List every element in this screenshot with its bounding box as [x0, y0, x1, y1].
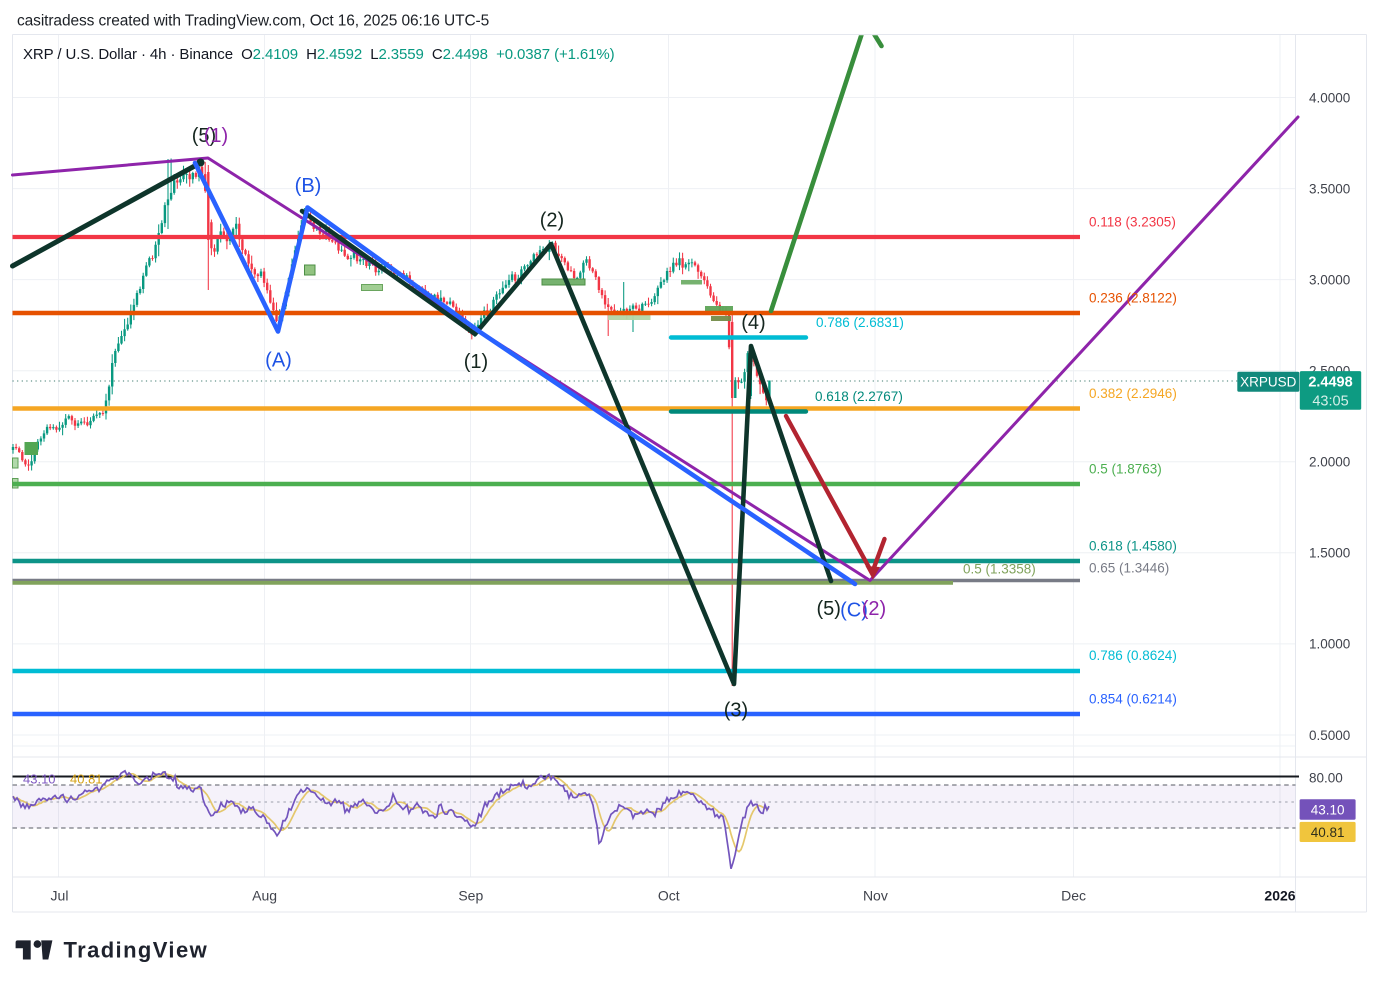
svg-text:0.382 (2.2946): 0.382 (2.2946) [1089, 386, 1177, 401]
svg-text:0.786 (2.6831): 0.786 (2.6831) [816, 315, 904, 330]
svg-text:0.618 (1.4580): 0.618 (1.4580) [1089, 538, 1177, 553]
svg-text:Nov: Nov [863, 888, 888, 904]
svg-text:0.118 (3.2305): 0.118 (3.2305) [1089, 214, 1176, 229]
svg-text:XRPUSD: XRPUSD [1240, 375, 1297, 390]
svg-text:Dec: Dec [1061, 888, 1086, 904]
svg-text:(4): (4) [741, 312, 765, 334]
svg-text:0.5 (1.8763): 0.5 (1.8763) [1089, 461, 1162, 476]
svg-text:Sep: Sep [458, 888, 483, 904]
svg-text:0.854 (0.6214): 0.854 (0.6214) [1089, 691, 1177, 706]
svg-text:0.786 (0.8624): 0.786 (0.8624) [1089, 648, 1177, 663]
svg-text:40.81: 40.81 [1311, 825, 1345, 840]
svg-text:(5): (5) [816, 598, 840, 620]
svg-text:0.618 (2.2767): 0.618 (2.2767) [815, 389, 903, 404]
svg-text:(C): (C) [840, 600, 868, 622]
svg-text:(B): (B) [295, 175, 322, 197]
svg-text:(5): (5) [192, 125, 216, 147]
svg-text:0.65 (1.3446): 0.65 (1.3446) [1089, 560, 1169, 575]
svg-text:43:05: 43:05 [1312, 394, 1348, 410]
svg-text:(3): (3) [724, 700, 748, 722]
svg-text:Aug: Aug [252, 888, 277, 904]
svg-text:40.81: 40.81 [70, 772, 103, 787]
svg-text:Oct: Oct [658, 888, 680, 904]
svg-text:(2): (2) [862, 598, 886, 620]
svg-text:0.5000: 0.5000 [1309, 728, 1350, 743]
svg-text:2026: 2026 [1264, 888, 1295, 904]
svg-text:(A): (A) [265, 350, 292, 372]
svg-text:3.0000: 3.0000 [1309, 272, 1350, 287]
svg-text:TradingView: TradingView [64, 938, 209, 963]
svg-text:3.5000: 3.5000 [1309, 181, 1350, 196]
svg-text:43.10: 43.10 [1311, 802, 1345, 817]
svg-text:(1): (1) [464, 351, 488, 373]
svg-text:0.5 (1.3358): 0.5 (1.3358) [963, 561, 1036, 576]
svg-text:2.4498: 2.4498 [1308, 375, 1352, 391]
svg-text:4.0000: 4.0000 [1309, 90, 1350, 105]
svg-text:(2): (2) [540, 210, 564, 232]
svg-text:casitradess created with Tradi: casitradess created with TradingView.com… [17, 13, 489, 30]
svg-text:Jul: Jul [51, 888, 69, 904]
svg-text:XRP / U.S. Dollar · 4h · Binan: XRP / U.S. Dollar · 4h · Binance O2.4109… [23, 46, 615, 63]
svg-text:(1): (1) [204, 125, 228, 147]
svg-text:1.5000: 1.5000 [1309, 546, 1350, 561]
svg-text:0.236 (2.8122): 0.236 (2.8122) [1089, 290, 1177, 305]
svg-text:80.00: 80.00 [1309, 771, 1343, 786]
svg-text:43.10: 43.10 [23, 772, 56, 787]
svg-text:2.0000: 2.0000 [1309, 455, 1350, 470]
svg-text:1.0000: 1.0000 [1309, 637, 1350, 652]
